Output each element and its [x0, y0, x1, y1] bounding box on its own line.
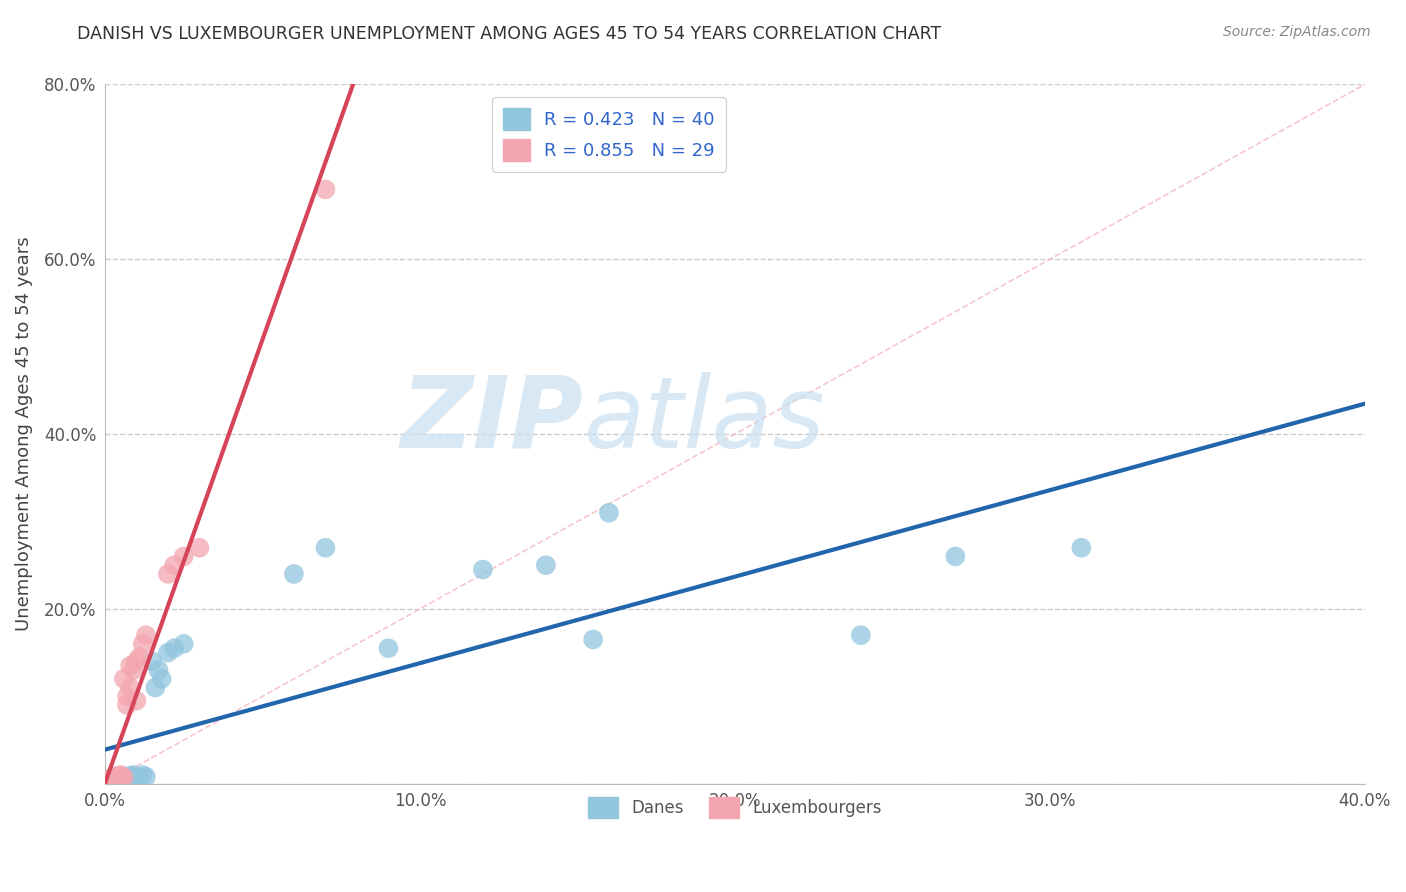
Point: [120, 681, 142, 695]
Point: [598, 506, 620, 520]
Point: [110, 772, 132, 787]
Point: [120, 769, 142, 783]
Point: [110, 770, 132, 784]
Point: [115, 690, 138, 704]
Legend: Danes, Luxembourgers: Danes, Luxembourgers: [581, 790, 889, 824]
Point: [112, 672, 135, 686]
Point: [120, 658, 142, 673]
Point: [107, 771, 129, 785]
Point: [103, 771, 125, 785]
Point: [283, 566, 305, 581]
Point: [125, 694, 148, 708]
Point: [943, 549, 966, 564]
Point: [188, 541, 211, 555]
Point: [122, 663, 145, 677]
Point: [97, 775, 120, 789]
Point: [143, 681, 166, 695]
Point: [100, 774, 122, 789]
Point: [110, 772, 132, 787]
Point: [135, 770, 157, 784]
Point: [1070, 541, 1092, 555]
Point: [100, 773, 122, 788]
Point: [103, 772, 125, 786]
Point: [103, 770, 125, 784]
Point: [107, 774, 129, 789]
Point: [100, 772, 122, 786]
Point: [314, 182, 336, 196]
Point: [110, 768, 132, 782]
Point: [125, 654, 148, 668]
Point: [97, 774, 120, 789]
Point: [471, 563, 494, 577]
Point: [107, 772, 129, 786]
Point: [173, 549, 195, 564]
Point: [582, 632, 605, 647]
Point: [132, 768, 155, 782]
Point: [163, 558, 186, 573]
Point: [115, 773, 138, 788]
Point: [125, 770, 148, 784]
Point: [112, 771, 135, 785]
Point: [135, 628, 157, 642]
Y-axis label: Unemployment Among Ages 45 to 54 years: Unemployment Among Ages 45 to 54 years: [15, 236, 32, 632]
Text: ZIP: ZIP: [401, 372, 583, 468]
Point: [110, 772, 132, 786]
Point: [103, 772, 125, 787]
Point: [110, 773, 132, 788]
Point: [128, 650, 150, 665]
Point: [156, 566, 179, 581]
Point: [115, 770, 138, 784]
Point: [173, 637, 195, 651]
Point: [122, 772, 145, 787]
Point: [163, 641, 186, 656]
Point: [132, 637, 155, 651]
Point: [112, 772, 135, 787]
Point: [141, 654, 163, 668]
Point: [112, 771, 135, 785]
Point: [120, 772, 142, 786]
Point: [377, 641, 399, 656]
Text: DANISH VS LUXEMBOURGER UNEMPLOYMENT AMONG AGES 45 TO 54 YEARS CORRELATION CHART: DANISH VS LUXEMBOURGER UNEMPLOYMENT AMON…: [77, 25, 942, 43]
Point: [128, 771, 150, 785]
Point: [314, 541, 336, 555]
Point: [103, 773, 125, 788]
Point: [125, 772, 148, 786]
Point: [100, 772, 122, 787]
Point: [156, 646, 179, 660]
Point: [150, 672, 173, 686]
Point: [534, 558, 557, 573]
Point: [849, 628, 872, 642]
Text: atlas: atlas: [583, 372, 825, 468]
Point: [122, 768, 145, 782]
Point: [107, 769, 129, 783]
Text: Source: ZipAtlas.com: Source: ZipAtlas.com: [1223, 25, 1371, 39]
Point: [115, 698, 138, 712]
Point: [148, 663, 170, 677]
Point: [97, 772, 120, 787]
